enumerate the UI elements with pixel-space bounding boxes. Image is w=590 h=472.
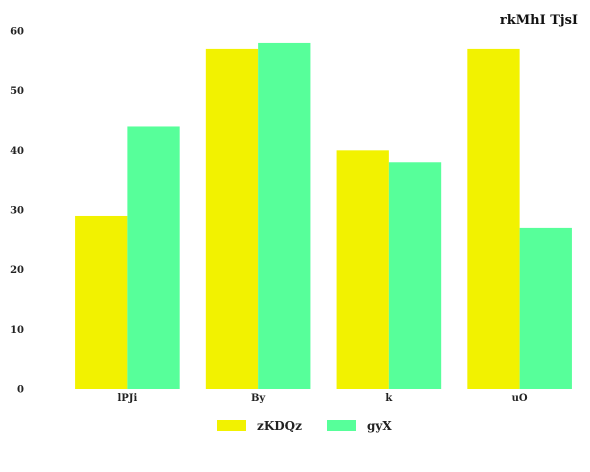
y-tick-label: 40 — [10, 146, 24, 157]
y-tick-label: 60 — [10, 27, 24, 38]
x-tick-label: uO — [512, 393, 528, 404]
y-tick-label: 10 — [10, 325, 24, 336]
x-tick-label: lPJi — [117, 393, 137, 404]
legend-label-gyX: gyX — [367, 419, 392, 433]
bar-gyX-uO — [519, 227, 572, 389]
chart-title: rkMhI TjsI — [500, 13, 578, 28]
y-axis-ticks: 0 10 20 30 40 50 60 — [10, 27, 24, 396]
x-tick-label: k — [385, 393, 393, 404]
bar-zKDQz-k — [336, 150, 389, 389]
bar-zKDQz-By — [205, 48, 259, 390]
bar-zKDQz-lPJi — [75, 215, 128, 389]
y-tick-label: 50 — [10, 86, 24, 97]
y-tick-label: 20 — [10, 265, 24, 276]
legend-swatch-zKDQz — [217, 420, 246, 431]
legend: zKDQz gyX — [217, 419, 392, 433]
x-axis-ticks: lPJi By k uO — [117, 393, 527, 404]
bar-gyX-lPJi — [127, 126, 180, 389]
legend-label-zKDQz: zKDQz — [257, 419, 302, 433]
x-tick-label: By — [251, 393, 266, 404]
bars — [75, 42, 572, 390]
bar-gyX-By — [258, 42, 311, 389]
bar-gyX-k — [388, 162, 442, 389]
legend-swatch-gyX — [327, 420, 356, 431]
y-tick-label: 0 — [17, 385, 24, 396]
y-tick-label: 30 — [10, 206, 24, 217]
bar-zKDQz-uO — [467, 48, 520, 390]
